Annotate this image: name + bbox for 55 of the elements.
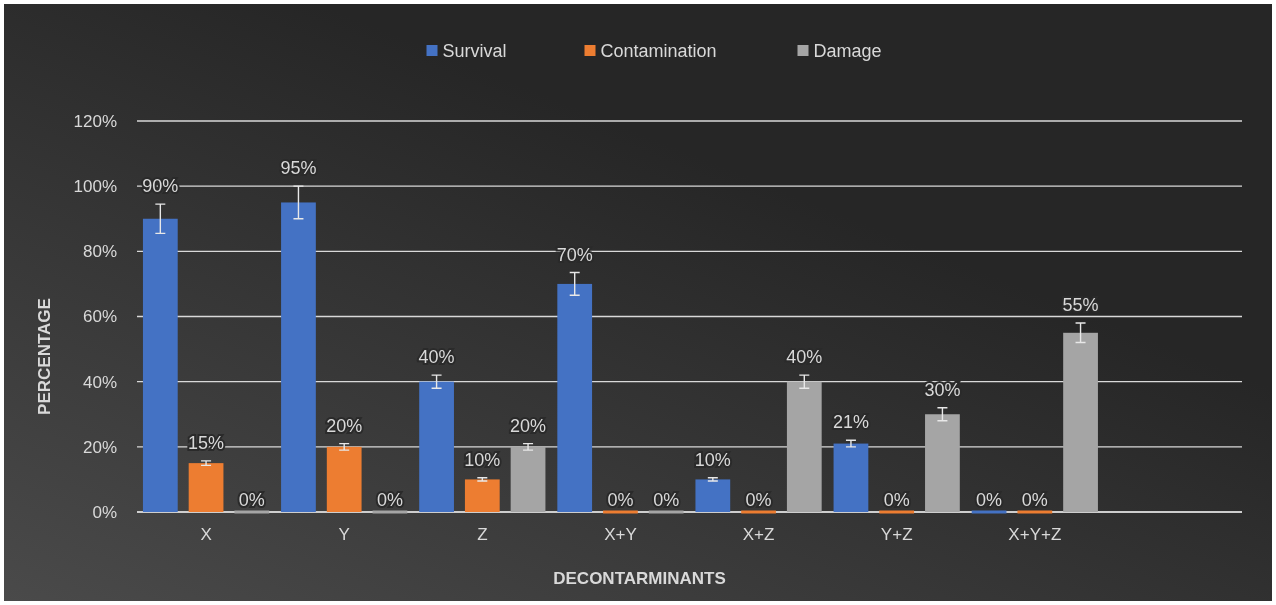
bar (786, 381, 822, 512)
bar (879, 510, 915, 514)
x-tick-label: Z (477, 525, 488, 545)
bar (695, 479, 731, 512)
bar (510, 446, 546, 512)
x-tick-label: X+Y (604, 525, 637, 545)
data-label: 0% (745, 490, 772, 510)
data-label: 30% (924, 379, 961, 400)
data-label: 10% (464, 449, 501, 470)
data-label: 10% (694, 449, 731, 470)
bar (1063, 332, 1098, 512)
data-label: 0% (883, 490, 910, 510)
x-tick-label: Y (338, 525, 350, 545)
x-tick-label: X (200, 525, 212, 545)
bar (281, 202, 316, 512)
data-label: 0% (376, 490, 403, 510)
data-label: 40% (418, 347, 455, 368)
bar (925, 414, 960, 512)
y-tick-label: 20% (82, 437, 117, 457)
legend-label: Survival (442, 41, 507, 61)
data-label: 0% (653, 490, 680, 510)
y-axis-title: PERCENTAGE (35, 298, 54, 415)
y-tick-label: 40% (82, 372, 117, 392)
bar (557, 283, 593, 512)
bar (971, 510, 1007, 514)
data-label: 55% (1062, 295, 1099, 316)
bar (326, 446, 362, 512)
legend-label: Damage (813, 41, 882, 61)
y-tick-label: 120% (73, 111, 117, 131)
bar (142, 218, 178, 512)
x-tick-label: Y+Z (880, 525, 913, 545)
x-tick-label: X+Z (742, 525, 775, 545)
data-label: 0% (607, 490, 634, 510)
bar (603, 510, 638, 514)
bar (419, 381, 454, 512)
data-label: 20% (326, 415, 363, 436)
y-tick-label: 60% (82, 307, 117, 327)
legend-label: Contamination (600, 41, 717, 61)
bar (741, 510, 776, 514)
data-label: 0% (238, 490, 265, 510)
data-label: 95% (280, 158, 317, 179)
data-label: 0% (976, 490, 1003, 510)
y-tick-label: 80% (82, 242, 117, 262)
bar (833, 443, 869, 512)
bar (464, 479, 500, 512)
data-label: 20% (510, 415, 547, 436)
bar (188, 463, 224, 512)
data-label: 21% (832, 412, 869, 433)
bar (1017, 510, 1053, 514)
x-tick-label: X+Y+Z (1008, 525, 1062, 545)
x-axis-title: DECONTARMINANTS (553, 569, 726, 588)
data-label: 0% (1021, 490, 1048, 510)
y-tick-label: 100% (73, 177, 117, 197)
y-tick-label: 0% (92, 502, 117, 522)
data-label: 40% (786, 347, 823, 368)
